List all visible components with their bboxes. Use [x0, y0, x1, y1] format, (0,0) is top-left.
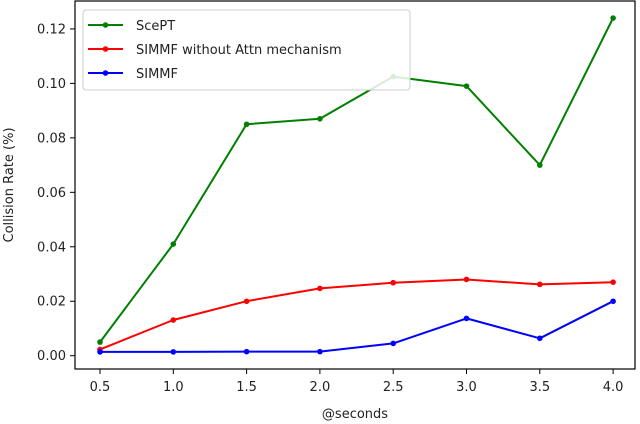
series-simmf	[97, 298, 616, 355]
data-point-marker	[390, 279, 397, 286]
series-simmf-without-attn-mechanism	[97, 276, 616, 353]
x-tick-label: 0.5	[90, 380, 111, 395]
x-tick-label: 1.0	[163, 380, 184, 395]
y-tick-label: 0.02	[37, 295, 66, 310]
data-point-marker	[97, 339, 103, 345]
data-point-marker	[610, 298, 616, 305]
x-axis-label: @seconds	[322, 407, 388, 422]
data-point-marker	[243, 298, 250, 305]
x-tick-label: 3.0	[456, 380, 477, 395]
y-axis-label: Collision Rate (%)	[2, 127, 17, 242]
data-point-marker	[170, 241, 177, 247]
data-point-marker	[170, 349, 177, 355]
plot-frame	[74, 0, 636, 370]
legend-label: SIMMF without Attn mechanism	[136, 43, 342, 58]
x-tick-label: 2.5	[383, 380, 404, 395]
legend: ScePT SIMMF without Attn mechanism SIMMF	[82, 9, 411, 91]
series-line	[100, 300, 614, 353]
x-axis: 0.5 1.0 1.5 2.0 2.5 3.0 3.5 4.0	[90, 369, 624, 395]
data-point-marker	[317, 348, 323, 355]
data-point-marker	[463, 315, 470, 322]
data-point-marker	[97, 349, 103, 355]
y-tick-label: 0.06	[37, 186, 66, 201]
x-tick-label: 4.0	[603, 380, 624, 395]
data-point-marker	[243, 348, 250, 355]
data-point-marker	[610, 279, 616, 285]
legend-label: SIMMF	[136, 67, 178, 82]
series-scept	[97, 15, 616, 345]
series-line	[99, 278, 614, 351]
data-point-marker	[463, 276, 470, 283]
x-tick-label: 3.5	[529, 380, 550, 395]
x-tick-label: 1.5	[236, 380, 257, 395]
data-point-marker	[610, 15, 616, 21]
y-tick-label: 0.08	[37, 131, 66, 146]
data-point-marker	[243, 121, 250, 128]
data-point-marker	[537, 281, 543, 288]
x-tick-label: 2.0	[310, 380, 331, 395]
y-tick-label: 0.04	[37, 240, 66, 255]
legend-marker-icon	[102, 22, 109, 28]
legend-box	[82, 9, 411, 91]
legend-label: ScePT	[136, 19, 175, 34]
y-tick-label: 0.10	[37, 77, 66, 92]
data-point-marker	[317, 115, 323, 122]
data-point-marker	[390, 340, 397, 347]
data-point-marker	[537, 162, 543, 168]
y-axis: 0.00 0.02 0.04 0.06 0.08 0.10 0.12	[37, 22, 75, 364]
data-point-marker	[463, 83, 470, 89]
series-layer	[97, 15, 616, 355]
data-point-marker	[170, 317, 177, 323]
legend-marker-icon	[102, 46, 109, 52]
y-tick-label: 0.12	[37, 22, 66, 37]
y-tick-label: 0.00	[37, 349, 66, 364]
series-line	[99, 17, 614, 343]
data-point-marker	[317, 285, 323, 292]
data-point-marker	[537, 335, 543, 342]
legend-marker-icon	[102, 70, 109, 76]
